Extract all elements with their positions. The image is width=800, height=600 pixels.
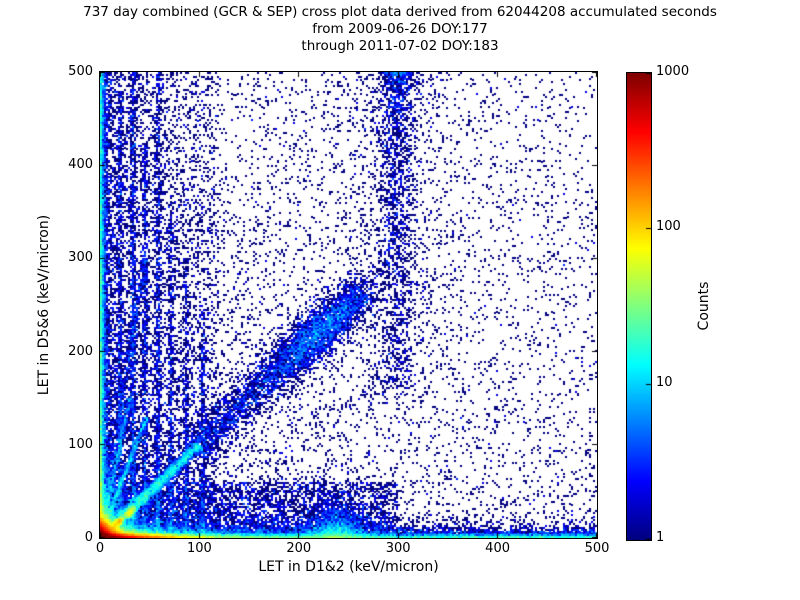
- x-tick-label-200: 200: [286, 541, 312, 556]
- y-tick-label-500: 500: [68, 64, 93, 79]
- y-tick-label-300: 300: [68, 250, 93, 266]
- cross-plot-canvas: [100, 72, 597, 538]
- x-tick-label-0: 0: [95, 541, 105, 556]
- title-line-2: from 2009-06-26 DOY:177: [312, 21, 488, 37]
- plot-frame: [99, 71, 598, 539]
- title-line-1: 737 day combined (GCR & SEP) cross plot …: [83, 4, 717, 20]
- colorbar-tick-label-1: 1: [656, 530, 665, 545]
- x-axis-label: LET in D1&2 (keV/micron): [258, 559, 439, 575]
- colorbar-tick-label-1000: 1000: [656, 64, 690, 79]
- x-tick-label-300: 300: [385, 541, 411, 556]
- title-line-3: through 2011-07-02 DOY:183: [301, 38, 499, 54]
- colorbar-gradient-canvas: [627, 73, 651, 540]
- x-tick-label-100: 100: [186, 541, 212, 556]
- colorbar: [626, 72, 652, 541]
- colorbar-tick-label-10: 10: [656, 375, 673, 390]
- y-tick-label-100: 100: [68, 436, 93, 452]
- y-tick-label-0: 0: [84, 530, 93, 545]
- colorbar-label: Counts: [696, 281, 712, 331]
- x-tick-label-400: 400: [485, 541, 510, 556]
- y-tick-label-200: 200: [68, 343, 93, 359]
- colorbar-tick-label-100: 100: [656, 219, 681, 234]
- y-tick-label-400: 400: [68, 157, 93, 173]
- x-tick-label-500: 500: [584, 541, 610, 556]
- y-axis-label: LET in D5&6 (keV/micron): [36, 214, 52, 396]
